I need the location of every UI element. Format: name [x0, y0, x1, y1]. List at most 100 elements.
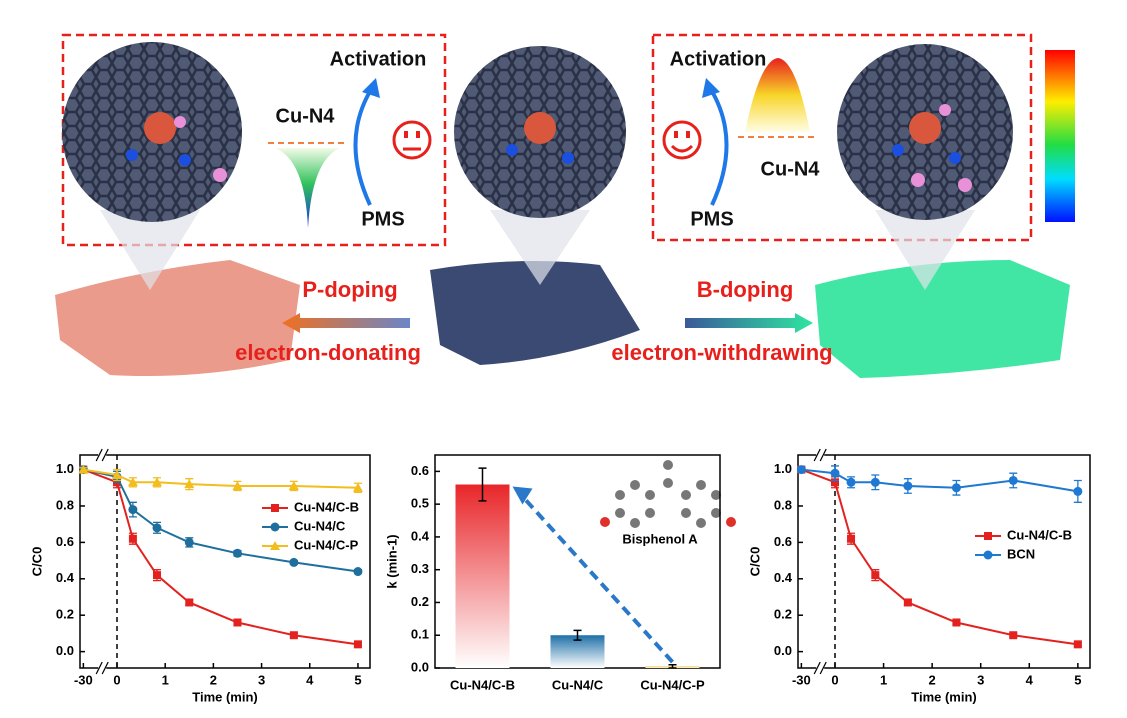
axis-break [819, 448, 827, 462]
annotation: Bisphenol A [622, 531, 698, 546]
cu-atom [144, 112, 176, 144]
marker [796, 465, 806, 475]
y-tick-label: 0.2 [56, 607, 74, 622]
x-tick-label: 3 [977, 672, 984, 687]
x-tick-label: Cu-N4/C-B [450, 677, 515, 692]
y-tick-label: 0.0 [774, 643, 792, 658]
marker [1073, 640, 1082, 649]
label: electron-donating [235, 340, 421, 365]
axis-break [101, 661, 109, 675]
marker [152, 523, 162, 533]
y-tick-label: 0.3 [411, 561, 429, 576]
error-bar [668, 663, 677, 669]
y-tick-label: 1.0 [774, 461, 792, 476]
y-tick-label: 0.6 [56, 534, 74, 549]
marker [78, 464, 89, 474]
axis-break [95, 661, 103, 675]
x-tick-label: 0 [113, 672, 120, 687]
y-tick-label: 0.6 [774, 534, 792, 549]
legend-marker [270, 541, 280, 550]
legend-label: Cu-N4/C-P [294, 537, 359, 552]
legend-marker [271, 504, 279, 512]
sheet [430, 261, 640, 365]
marker [903, 598, 912, 607]
legend-marker [983, 550, 993, 560]
y-tick-label: 0.4 [56, 570, 75, 585]
sheet [815, 260, 1070, 378]
arrow [353, 86, 374, 206]
marker [151, 477, 162, 487]
y-tick-label: 0.0 [411, 659, 429, 674]
cu-atom [909, 112, 941, 144]
axis-break [813, 661, 821, 675]
x-tick-label: 1 [162, 672, 169, 687]
marker [353, 567, 363, 577]
marker [288, 480, 299, 490]
axis-break [813, 448, 821, 462]
marker [152, 571, 161, 580]
marker [289, 631, 298, 640]
bar [455, 484, 510, 668]
frame [651, 33, 1033, 242]
plot-frame [79, 454, 371, 669]
marker [870, 477, 880, 487]
marker [112, 470, 122, 480]
marker [128, 534, 137, 543]
x-tick-label: 0 [831, 672, 838, 687]
y-tick-label: 1.0 [56, 461, 74, 476]
y-tick-label: 0.5 [411, 496, 429, 511]
label: PMS [361, 208, 404, 230]
schematic: Activation Cu-N4 PMS P-doping electron-d… [55, 33, 1075, 378]
legend-label: BCN [1007, 546, 1035, 561]
y-tick-label: 0.1 [411, 627, 429, 642]
marker [184, 537, 194, 547]
marker [289, 557, 299, 567]
y-tick-label: 0.8 [56, 497, 74, 512]
y-axis-label: C/C0 [747, 547, 762, 577]
face [392, 120, 432, 160]
x-tick-label: 5 [354, 672, 361, 687]
marker [830, 468, 840, 478]
label: Activation [330, 48, 427, 70]
axis-break [101, 448, 109, 462]
label: PMS [690, 208, 733, 230]
trend-arrow-head [512, 486, 533, 505]
legend-label: Cu-N4/C-B [294, 499, 359, 514]
x-tick-label: Cu-N4/C-P [640, 677, 705, 692]
color-bar [1045, 50, 1075, 222]
label: P-doping [302, 277, 397, 302]
x-tick-label: 2 [210, 672, 217, 687]
marker [127, 477, 138, 487]
label: electron-withdrawing [611, 340, 832, 365]
error-bar [573, 629, 582, 641]
legend-marker [984, 532, 992, 540]
error-bar [478, 467, 487, 502]
y-tick-label: 0.0 [56, 643, 74, 658]
x-tick-label: 2 [929, 672, 936, 687]
series-line [801, 468, 1079, 493]
marker [1073, 486, 1083, 496]
marker [128, 505, 138, 515]
arrow-head [702, 78, 720, 98]
y-axis-label: k (min-1) [384, 534, 399, 588]
x-tick-label: 4 [306, 672, 314, 687]
legend-label: Cu-N4/C-B [1007, 527, 1072, 542]
y-tick-label: 0.2 [774, 607, 792, 622]
marker [952, 618, 961, 627]
face-eyes [404, 131, 690, 138]
x-tick-label: Cu-N4/C [552, 677, 604, 692]
marker [951, 483, 961, 493]
arrow [708, 86, 729, 206]
sheet [55, 260, 300, 376]
marker [831, 478, 839, 487]
marker [184, 479, 195, 489]
beam [100, 210, 200, 290]
marker [232, 480, 243, 490]
arrow [282, 313, 410, 333]
axis-break [819, 661, 827, 675]
x-tick-label: 4 [1026, 672, 1034, 687]
axis-break [816, 662, 825, 674]
x-tick-label: 5 [1074, 672, 1081, 687]
marker [185, 598, 194, 607]
